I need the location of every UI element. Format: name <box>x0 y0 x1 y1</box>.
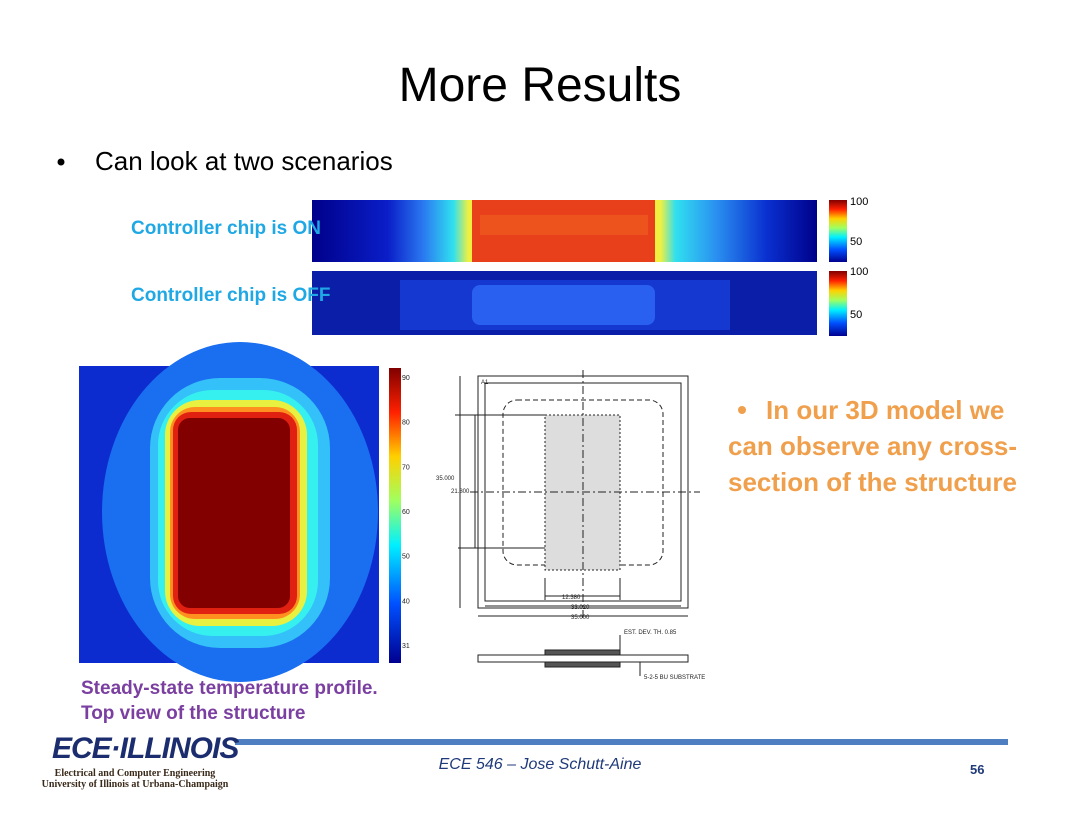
drawing-label: 12.380 <box>562 595 581 601</box>
colorbar-label: 100 <box>850 196 868 208</box>
department: Electrical and Computer Engineering <box>54 768 216 779</box>
page-number: 56 <box>970 762 985 777</box>
colorbar-label: 50 <box>850 309 862 321</box>
colorbar-label: 70 <box>402 464 410 471</box>
colorbar <box>389 368 401 663</box>
colorbar-label: 100 <box>850 266 868 278</box>
scenario-label: Controller chip is OFF <box>131 285 331 306</box>
course: ECE 546 – Jose Schutt-Aine <box>438 756 642 773</box>
bullet-text: Can look at two scenarios <box>95 146 393 176</box>
note: In our 3D model we can observe any cross… <box>728 395 1018 497</box>
drawing <box>455 370 700 676</box>
colorbar-label: 80 <box>402 420 410 427</box>
colorbar-label: 90 <box>402 375 410 382</box>
colorbar-label: 50 <box>402 554 410 561</box>
drawing-label: 21.800 <box>451 489 470 495</box>
colorbar-label: 40 <box>402 598 410 605</box>
caption: Steady-state temperature profile. <box>81 678 378 699</box>
chip-region <box>472 285 655 325</box>
slide-title: More Results <box>398 59 682 112</box>
footer-rule <box>235 739 1008 745</box>
contour <box>178 418 290 608</box>
colorbar-label: 60 <box>402 509 410 516</box>
logo: ECE·ILLINOIS <box>52 732 239 765</box>
drawing-label: EST. DEV. TH. 0.85 <box>624 630 677 636</box>
caption: Top view of the structure <box>81 703 306 724</box>
drawing-label: 35.000 <box>436 476 455 482</box>
bullet-dot <box>738 406 746 414</box>
drawing-label: A1 <box>481 380 489 386</box>
drawing-label: 35.000 <box>571 615 590 621</box>
colorbar <box>829 200 847 262</box>
colorbar <box>829 271 847 336</box>
scenario-label: Controller chip is ON <box>131 218 322 239</box>
drawing-label: 5-2-5 BU SUBSTRATE <box>644 675 705 681</box>
colorbar-label: 31 <box>402 643 410 650</box>
hot-core <box>480 215 648 235</box>
bullet-dot <box>57 158 65 166</box>
drawing-label: 33.020 <box>571 605 590 611</box>
university: University of Illinois at Urbana-Champai… <box>41 779 229 790</box>
colorbar-label: 50 <box>850 236 862 248</box>
